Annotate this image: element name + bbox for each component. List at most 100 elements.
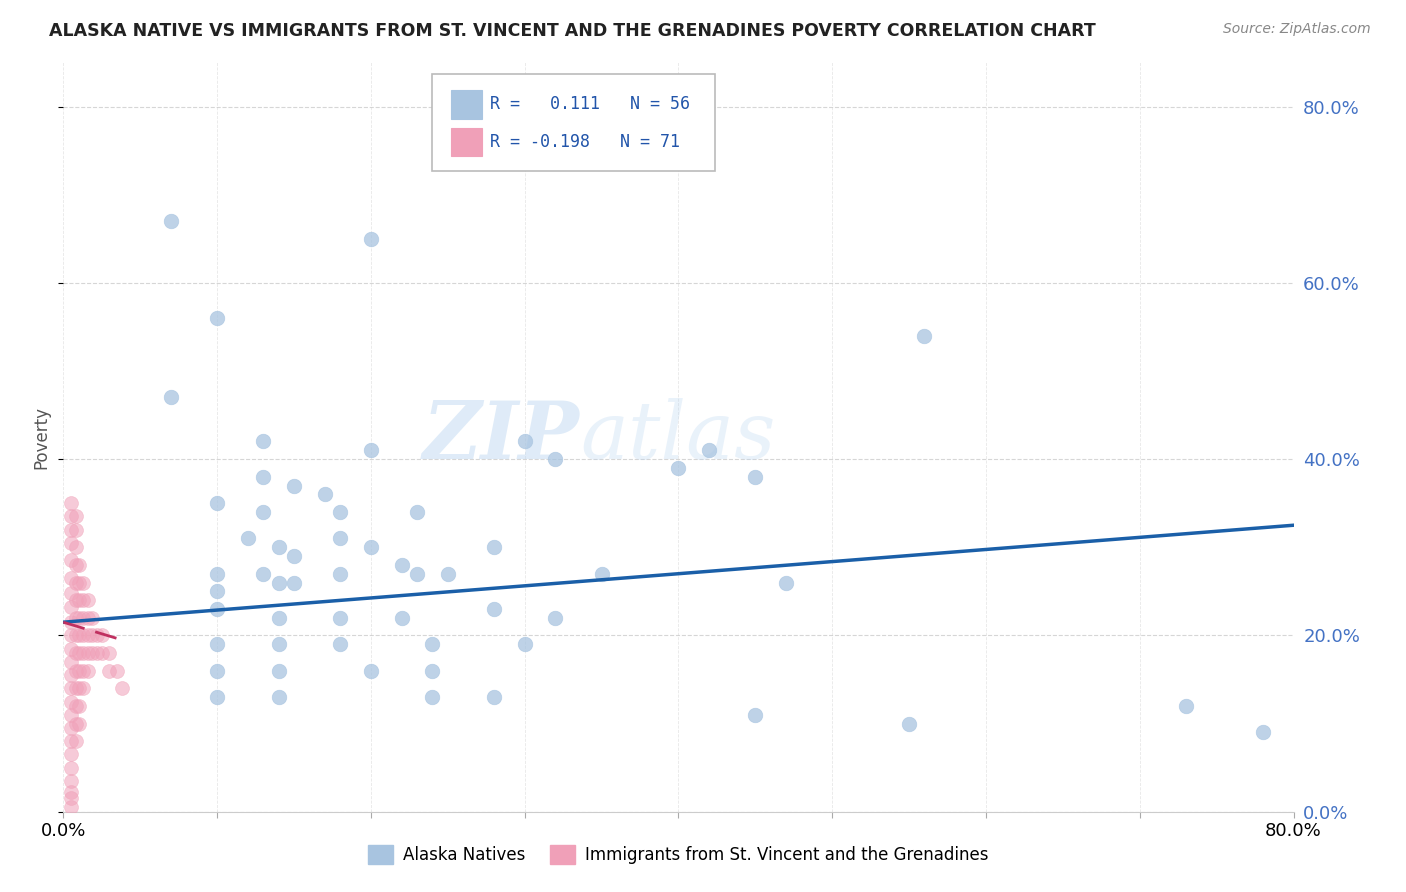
Point bbox=[65, 541, 87, 555]
Point bbox=[482, 690, 505, 705]
Point bbox=[205, 664, 228, 678]
Point bbox=[59, 628, 82, 642]
Point bbox=[59, 586, 82, 600]
Point bbox=[65, 575, 87, 590]
Point bbox=[914, 328, 936, 343]
Point bbox=[72, 575, 94, 590]
Point bbox=[205, 496, 228, 510]
Point bbox=[59, 721, 82, 735]
Point bbox=[205, 311, 228, 326]
Point bbox=[160, 214, 183, 228]
Point bbox=[252, 566, 274, 581]
Point bbox=[65, 664, 87, 678]
Point bbox=[82, 646, 104, 660]
Point bbox=[65, 734, 87, 748]
Point bbox=[67, 611, 90, 625]
Point bbox=[252, 505, 274, 519]
Point bbox=[86, 646, 108, 660]
Point bbox=[406, 505, 429, 519]
Point bbox=[76, 646, 98, 660]
Point bbox=[329, 611, 352, 625]
Text: R = -0.198   N = 71: R = -0.198 N = 71 bbox=[491, 133, 681, 151]
Point bbox=[98, 664, 121, 678]
Point bbox=[67, 575, 90, 590]
Point bbox=[406, 566, 429, 581]
Point bbox=[82, 611, 104, 625]
Point bbox=[482, 602, 505, 616]
Point bbox=[65, 509, 87, 524]
Point bbox=[67, 681, 90, 696]
Text: atlas: atlas bbox=[579, 399, 775, 475]
Point bbox=[205, 637, 228, 651]
Point bbox=[67, 628, 90, 642]
Point bbox=[360, 443, 382, 458]
Point bbox=[105, 664, 128, 678]
Point bbox=[283, 478, 305, 492]
Point bbox=[283, 549, 305, 563]
Point bbox=[59, 800, 82, 814]
Point bbox=[72, 664, 94, 678]
Point bbox=[205, 566, 228, 581]
Point bbox=[67, 664, 90, 678]
Point bbox=[67, 558, 90, 572]
Point bbox=[59, 734, 82, 748]
Point bbox=[422, 690, 444, 705]
Point bbox=[391, 611, 413, 625]
Point bbox=[666, 461, 689, 475]
Point bbox=[436, 566, 458, 581]
Point bbox=[65, 593, 87, 607]
Point bbox=[513, 637, 536, 651]
Point bbox=[267, 664, 290, 678]
Y-axis label: Poverty: Poverty bbox=[32, 406, 51, 468]
Point bbox=[697, 443, 720, 458]
Point bbox=[591, 566, 613, 581]
Point bbox=[283, 575, 305, 590]
Point bbox=[59, 523, 82, 537]
Point bbox=[65, 558, 87, 572]
Point bbox=[59, 791, 82, 805]
Point bbox=[391, 558, 413, 572]
FancyBboxPatch shape bbox=[451, 128, 481, 156]
Point bbox=[513, 434, 536, 449]
Point bbox=[360, 664, 382, 678]
Point bbox=[59, 655, 82, 669]
Point bbox=[267, 541, 290, 555]
Point bbox=[59, 694, 82, 708]
Point bbox=[59, 747, 82, 762]
Point bbox=[90, 646, 112, 660]
Point bbox=[775, 575, 797, 590]
Point bbox=[76, 664, 98, 678]
Point bbox=[72, 646, 94, 660]
Point bbox=[76, 593, 98, 607]
FancyBboxPatch shape bbox=[451, 90, 481, 119]
Point bbox=[744, 469, 766, 483]
Point bbox=[59, 571, 82, 585]
Point bbox=[267, 575, 290, 590]
Point bbox=[65, 628, 87, 642]
Point bbox=[744, 707, 766, 722]
Point bbox=[67, 698, 90, 713]
Point bbox=[360, 541, 382, 555]
Point bbox=[59, 773, 82, 788]
Point bbox=[65, 698, 87, 713]
Point bbox=[59, 509, 82, 524]
Legend: Alaska Natives, Immigrants from St. Vincent and the Grenadines: Alaska Natives, Immigrants from St. Vinc… bbox=[361, 838, 995, 871]
Point bbox=[59, 707, 82, 722]
Point bbox=[422, 637, 444, 651]
Point bbox=[76, 628, 98, 642]
Point bbox=[65, 523, 87, 537]
FancyBboxPatch shape bbox=[433, 74, 716, 171]
Point bbox=[72, 681, 94, 696]
Point bbox=[65, 681, 87, 696]
Point bbox=[67, 716, 90, 731]
Point bbox=[205, 602, 228, 616]
Point bbox=[329, 505, 352, 519]
Point bbox=[314, 487, 336, 501]
Point bbox=[1174, 698, 1197, 713]
Point bbox=[329, 637, 352, 651]
Point bbox=[59, 615, 82, 630]
Point bbox=[59, 600, 82, 615]
Point bbox=[65, 716, 87, 731]
Point bbox=[1251, 725, 1274, 739]
Point bbox=[67, 593, 90, 607]
